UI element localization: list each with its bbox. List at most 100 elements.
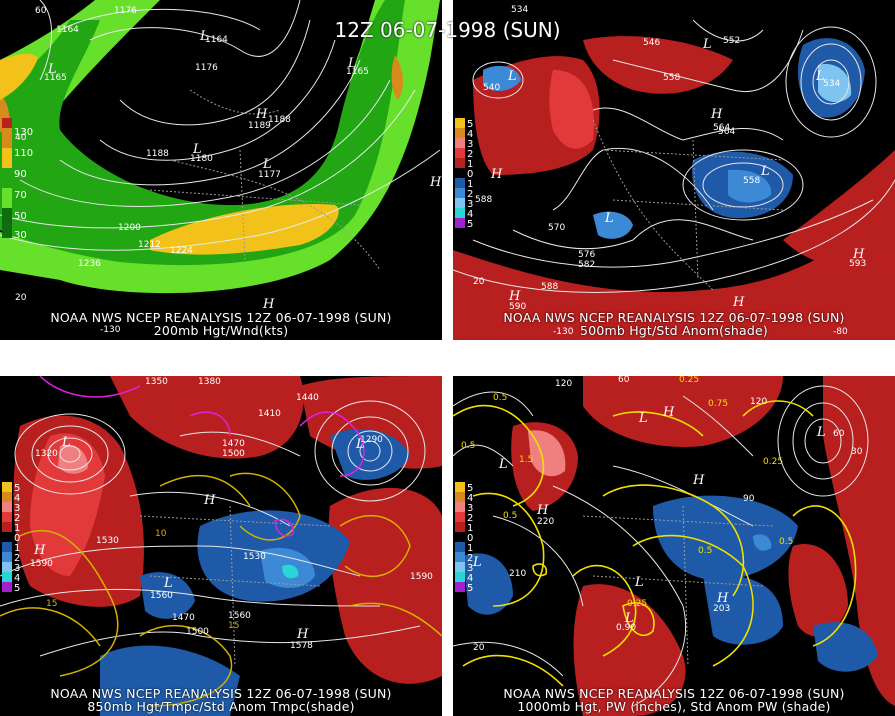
legend-label: 4	[14, 573, 21, 584]
legend-swatch	[455, 552, 465, 562]
legend-swatch	[455, 178, 465, 188]
map-shape	[800, 43, 862, 121]
contour-label: 1165	[44, 73, 67, 83]
map-shape	[0, 149, 441, 251]
legend-swatch	[455, 482, 465, 492]
contour-label: 582	[578, 260, 595, 270]
contour-label: 590	[509, 302, 526, 312]
contour-label: 1189	[248, 121, 271, 131]
contour-label: 534	[511, 5, 528, 15]
legend-label: 1	[467, 159, 474, 170]
contour-label: 1410	[258, 409, 281, 419]
pw-label: 0.5	[779, 537, 793, 547]
anom-neg-se2	[813, 622, 878, 672]
map-shape	[0, 607, 101, 647]
legend-swatch	[455, 168, 465, 178]
contour-label: 1380	[198, 377, 221, 387]
contour-label: 1176	[114, 6, 137, 16]
legend-swatch	[2, 158, 12, 168]
anom-neg-cyan	[753, 534, 772, 551]
contour-label: 1470	[222, 439, 245, 449]
caption-line2: 1000mb Hgt, PW (inches), Std Anom PW (sh…	[517, 699, 831, 714]
legend-swatch	[2, 228, 12, 238]
anom-pos-west-core	[549, 70, 594, 149]
map-borders	[582, 505, 774, 667]
legend-label: 2	[14, 513, 21, 524]
legend-swatch	[2, 532, 12, 542]
legend-label: 4	[467, 573, 474, 584]
jet-core-orange-1	[391, 55, 403, 100]
map-shape	[229, 472, 301, 541]
map-shape	[119, 19, 311, 126]
map-shape	[189, 89, 281, 115]
pw-label: 1.5	[519, 455, 533, 465]
map-shape	[139, 624, 233, 707]
legend-swatch	[455, 158, 465, 168]
legend-label: 1	[467, 179, 474, 190]
legend-swatch	[2, 208, 12, 218]
contour-label: 1440	[296, 393, 319, 403]
anom-pos-north	[583, 36, 733, 94]
legend-swatch	[455, 582, 465, 592]
anom-neg-center-cyan	[282, 564, 299, 579]
high-pressure-marker: H	[490, 167, 503, 182]
contour-label: 1560	[150, 591, 173, 601]
anom-pos-east	[823, 376, 895, 706]
map-shape	[472, 492, 545, 607]
contour-label: 593	[849, 259, 866, 269]
map-shape	[347, 430, 393, 472]
contour-label: 1176	[195, 63, 218, 73]
high-pressure-marker: H	[662, 405, 675, 420]
legend-swatch	[2, 552, 12, 562]
contour-label: 1177	[258, 170, 281, 180]
contour-label: 90	[743, 494, 755, 504]
high-pressure-marker: H	[536, 503, 549, 518]
map-shape	[692, 139, 699, 281]
map-shape	[39, 376, 141, 398]
pw-label: 0.5	[493, 393, 507, 403]
contour-label: 588	[541, 282, 558, 292]
legend-label: 5	[14, 583, 21, 594]
map-shape	[632, 534, 754, 667]
legend-swatch	[455, 138, 465, 148]
magenta-contours	[39, 376, 365, 537]
high-pressure-marker: H	[692, 473, 705, 488]
anom-neg-center-core	[728, 169, 772, 203]
panel-200mb: 1164 1176 1164 1176 1188 1188 1200 1212 …	[0, 0, 442, 340]
high-pressure-marker: H	[852, 247, 865, 262]
anom-pos-south	[573, 584, 686, 716]
legend-label: 3	[14, 563, 21, 574]
contour-label: 220	[537, 517, 554, 527]
legend-label: 1	[14, 543, 21, 554]
map-shape	[59, 8, 261, 31]
legend-swatch	[2, 482, 12, 492]
map-shape	[229, 505, 236, 667]
legend-label: 4	[467, 493, 474, 504]
anom-neg-south	[140, 572, 195, 619]
contour-label: 540	[483, 83, 500, 93]
high-pressure-marker: H	[710, 107, 723, 122]
legend-label: 2	[467, 513, 474, 524]
high-pressure-marker: H	[296, 627, 309, 642]
low-pressure-marker: L	[199, 29, 209, 44]
legend-label: 5	[467, 483, 474, 494]
map-shape	[472, 61, 524, 99]
contour-label: 1500	[186, 627, 209, 637]
legend-label: 5	[467, 583, 474, 594]
height-contours	[453, 19, 895, 293]
map-shape	[812, 59, 850, 105]
map-shape	[99, 39, 336, 161]
low-pressure-marker: L	[624, 611, 634, 626]
legend-label: 130	[14, 127, 34, 138]
legend-label: 5	[467, 219, 474, 230]
legend-swatch	[2, 512, 12, 522]
legend-swatch	[2, 562, 12, 572]
map-shape	[552, 485, 687, 707]
contour-label: 1578	[290, 641, 313, 651]
map-shape	[512, 219, 754, 250]
contour-label: 1212	[138, 240, 161, 250]
legend-swatch	[2, 582, 12, 592]
map-shape	[453, 444, 514, 467]
high-pressure-marker: H	[429, 175, 442, 190]
map-shape	[572, 564, 637, 657]
